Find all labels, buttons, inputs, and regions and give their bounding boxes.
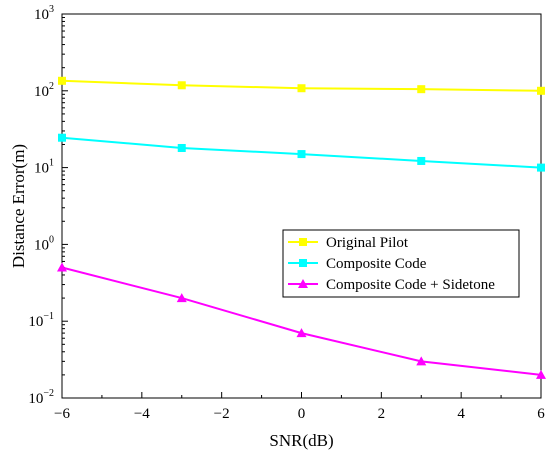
y-tick-exponent: 3 <box>49 4 54 15</box>
y-tick-exponent: −2 <box>43 388 54 399</box>
plot-frame <box>61 13 542 399</box>
y-tick-base: 10 <box>34 237 49 253</box>
data-point <box>57 262 67 272</box>
series-composite-code-sidetone <box>57 262 546 379</box>
y-tick-label: 103 <box>34 4 54 23</box>
data-point <box>537 86 545 95</box>
y-tick-label: 10−2 <box>28 388 54 407</box>
y-tick-base: 10 <box>34 84 49 100</box>
data-point <box>58 76 66 85</box>
y-tick-exponent: 0 <box>49 234 54 245</box>
data-point <box>297 150 306 159</box>
y-tick-exponent: 1 <box>49 158 54 169</box>
y-tick-base: 10 <box>28 391 43 407</box>
y-axis-title: Distance Error(m) <box>9 144 28 268</box>
data-point <box>58 133 66 142</box>
y-tick-label: 10−1 <box>28 311 54 330</box>
data-point <box>537 163 545 172</box>
x-tick-label: 2 <box>378 406 386 422</box>
data-point <box>297 84 306 93</box>
data-point <box>536 369 546 379</box>
x-tick-label: −4 <box>134 406 150 422</box>
legend-marker <box>299 259 307 267</box>
data-point <box>177 143 186 152</box>
y-tick-label: 100 <box>34 234 54 253</box>
y-tick-exponent: −1 <box>43 311 54 322</box>
x-tick-label: 6 <box>537 406 545 422</box>
data-point <box>296 328 307 338</box>
y-tick-label: 102 <box>34 81 54 100</box>
legend-marker <box>299 238 307 246</box>
data-point <box>416 356 427 366</box>
x-tick-label: −2 <box>214 406 230 422</box>
y-tick-base: 10 <box>34 161 49 177</box>
y-tick-base: 10 <box>34 7 49 23</box>
data-point <box>417 156 426 165</box>
legend-entry: Composite Code + Sidetone <box>326 277 495 293</box>
data-point <box>417 85 426 94</box>
x-tick-label: −6 <box>54 406 70 422</box>
series-composite-code <box>58 133 545 172</box>
series-original-pilot <box>58 76 545 95</box>
legend-entry: Composite Code <box>326 256 427 272</box>
y-tick-label: 101 <box>34 158 54 177</box>
data-point <box>177 81 186 90</box>
x-tick-label: 0 <box>298 406 306 422</box>
legend-marker <box>298 279 308 288</box>
y-tick-base: 10 <box>28 314 43 330</box>
x-axis-title: SNR(dB) <box>269 431 333 450</box>
legend-entry: Original Pilot <box>326 235 409 251</box>
legend-box <box>282 229 520 298</box>
y-tick-exponent: 2 <box>49 81 54 92</box>
x-tick-label: 4 <box>457 406 465 422</box>
data-point <box>176 293 187 303</box>
